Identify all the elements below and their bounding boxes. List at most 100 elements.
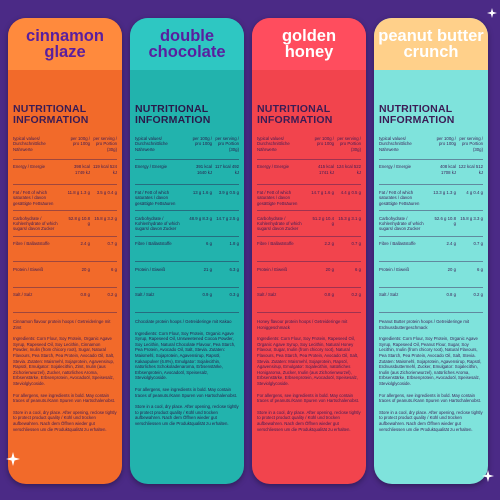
row-divider <box>257 312 361 314</box>
ingredients-text: Ingredients: Corn Flour, Soy Protein, Ra… <box>257 336 359 386</box>
table-row: Protein / Eiweiß 20 g 6 g <box>257 266 361 283</box>
row-divider <box>135 210 239 211</box>
table-row: Fibre / Ballaststoffe 2.4 g 0.7 g <box>379 240 483 257</box>
table-row: Fat / Fett of which saturates / davon ge… <box>257 189 361 206</box>
row-divider <box>379 261 483 262</box>
row-divider <box>379 210 483 211</box>
table-row: Carbohydrate / Kohlenhydrate of which su… <box>257 215 361 232</box>
table-cell: 20 g <box>447 266 456 272</box>
table-cell: 3.9 g 0.5 g <box>218 190 239 196</box>
ingredients-text: Ingredients: Corn Flour, Soy Protein, Or… <box>379 336 482 386</box>
table-row: Fat / Fett of which saturates / davon ge… <box>13 189 117 206</box>
nutrition-rows: Energy / Energie 415 kcal 1741 kJ 124 kcal… <box>257 158 361 314</box>
flavor-name: peanut butter crunch <box>374 18 488 70</box>
row-divider <box>13 184 117 186</box>
table-cell: 119 kcal 524 kJ <box>92 164 117 175</box>
table-cell: 51.2 g 10.4 g <box>312 215 334 226</box>
table-cell: 124 kcal 522 kJ <box>336 164 361 175</box>
nutrition-body: NUTRITIONAL INFORMATION typical values/ … <box>374 70 488 484</box>
table-row: Protein / Eiweiß 21 g 6.3 g <box>135 266 239 283</box>
table-row: Carbohydrate / Kohlenhydrate of which su… <box>135 215 239 232</box>
table-cell: Fibre / Ballaststoffe <box>135 241 172 247</box>
table-cell: 4.4 g 0.5 g <box>340 190 361 196</box>
storage-notice: Store in a cool, dry place. After openin… <box>13 409 117 432</box>
table-cell: 0.8 g <box>324 292 334 298</box>
table-row: Salt / Salz 0.8 g 0.2 g <box>13 291 117 308</box>
table-row: Protein / Eiweiß 20 g 6 g <box>13 266 117 283</box>
table-cell: 52.8 g 10.8 g <box>68 215 90 226</box>
table-row: Carbohydrate / Kohlenhydrate of which su… <box>13 215 117 232</box>
table-row: Fibre / Ballaststoffe 2.2 g 0.7 g <box>257 240 361 257</box>
row-divider <box>13 158 117 160</box>
table-cell: 15.3 g 3.1 g <box>338 215 361 221</box>
table-cell: Protein / Eiweiß <box>379 266 410 272</box>
table-cell: Carbohydrate / Kohlenhydrate of which su… <box>257 215 302 232</box>
table-cell: 0.2 g <box>473 292 483 298</box>
row-divider <box>135 261 239 262</box>
column-label-per-100g: per 100g / pro 100g <box>314 136 334 147</box>
column-label-values: typical values/ Durchschnittliche Nährwe… <box>379 136 412 152</box>
allergy-notice: For allergens, see ingredients in bold. … <box>257 392 359 404</box>
table-row: Salt / Salz 0.9 g 0.3 g <box>135 291 239 308</box>
table-cell: 2.4 g <box>80 241 90 247</box>
column-headers: typical values/ Durchschnittliche Nährwe… <box>379 136 483 155</box>
column-label-values: typical values/ Durchschnittliche Nährwe… <box>13 136 46 152</box>
table-cell: 13.3 g 1.3 g <box>433 190 456 196</box>
row-divider <box>13 261 117 262</box>
table-row: Fat / Fett of which saturates / davon ge… <box>135 189 239 206</box>
column-label-per-serving: per serving / pro Portion (30g) <box>337 136 361 152</box>
table-cell: 3.5 g 0.4 g <box>96 190 117 196</box>
row-divider <box>257 261 361 262</box>
table-cell: Fat / Fett of which saturates / davon ge… <box>257 190 298 206</box>
table-cell: 0.7 g <box>351 241 361 247</box>
flavor-name: golden honey <box>252 18 366 70</box>
table-cell: 15.8 g 3.3 g <box>460 215 483 221</box>
sparkle-icon <box>487 8 497 18</box>
table-cell: 6 g <box>355 266 361 272</box>
nutrition-rows: Energy / Energie 408 kcal 1708 kJ 122 kcal… <box>379 158 483 314</box>
table-cell: Fat / Fett of which saturates / davon ge… <box>135 190 176 206</box>
table-cell: 14.7 g 2.5 g <box>216 215 239 221</box>
table-cell: Energy / Energie <box>135 164 168 170</box>
table-cell: 122 kcal 512 kJ <box>458 164 483 175</box>
table-row: Energy / Energie 415 kcal 1741 kJ 124 kcal… <box>257 163 361 180</box>
table-cell: 0.7 g <box>107 241 117 247</box>
nutrition-rows: Energy / Energie 391 kcal 1640 kJ 117 kcal… <box>135 158 239 314</box>
table-cell: 415 kcal 1741 kJ <box>317 164 334 175</box>
table-cell: 6 g <box>477 266 483 272</box>
ingredients-text: Ingredients: Corn Flour, Soy Protein, Or… <box>135 330 236 381</box>
column-label-per-serving: per serving / pro Portion (30g) <box>215 136 239 152</box>
table-cell: 408 kcal 1708 kJ <box>439 164 456 175</box>
table-cell: 0.8 g <box>446 292 456 298</box>
sparkle-icon <box>6 452 20 466</box>
table-cell: 48.9 g 8.3 g <box>189 215 212 221</box>
table-cell: Protein / Eiweiß <box>13 266 44 272</box>
table-row: Salt / Salz 0.8 g 0.2 g <box>379 291 483 308</box>
nutrition-title: NUTRITIONAL INFORMATION <box>135 103 211 126</box>
column-label-per-100g: per 100g / pro 100g <box>70 136 90 147</box>
row-divider <box>379 286 483 288</box>
table-cell: 13 g 1.6 g <box>192 190 212 196</box>
table-cell: 20 g <box>81 266 90 272</box>
table-row: Energy / Energie 398 kcal 1749 kJ 119 kcal… <box>13 163 117 180</box>
table-row: Carbohydrate / Kohlenhydrate of which su… <box>379 215 483 232</box>
table-cell: 0.2 g <box>107 292 117 298</box>
table-cell: Fat / Fett of which saturates / davon ge… <box>379 190 420 206</box>
row-divider <box>257 184 361 186</box>
product-description: Cinnamon flavour protein hoops / Getreid… <box>13 319 111 330</box>
table-cell: Protein / Eiweiß <box>135 266 166 272</box>
table-cell: 2.2 g <box>324 241 334 247</box>
flavor-panel: golden honey NUTRITIONAL INFORMATION typ… <box>252 18 366 484</box>
table-cell: Energy / Energie <box>257 164 290 170</box>
product-description: Peanut Butter protein hoops / Getreideri… <box>379 319 470 330</box>
table-cell: 21 g <box>203 266 212 272</box>
row-divider <box>13 286 117 288</box>
row-divider <box>379 235 483 237</box>
table-cell: 398 kcal 1749 kJ <box>73 164 90 175</box>
table-cell: 6 g <box>206 241 212 247</box>
flavor-name: double chocolate <box>130 18 244 70</box>
table-cell: Salt / Salz <box>379 292 399 298</box>
product-description: Honey flavour protein hoops / Getreideri… <box>257 319 348 330</box>
allergy-notice: For allergens, see ingredients in bold. … <box>13 392 115 404</box>
table-row: Protein / Eiweiß 20 g 6 g <box>379 266 483 283</box>
